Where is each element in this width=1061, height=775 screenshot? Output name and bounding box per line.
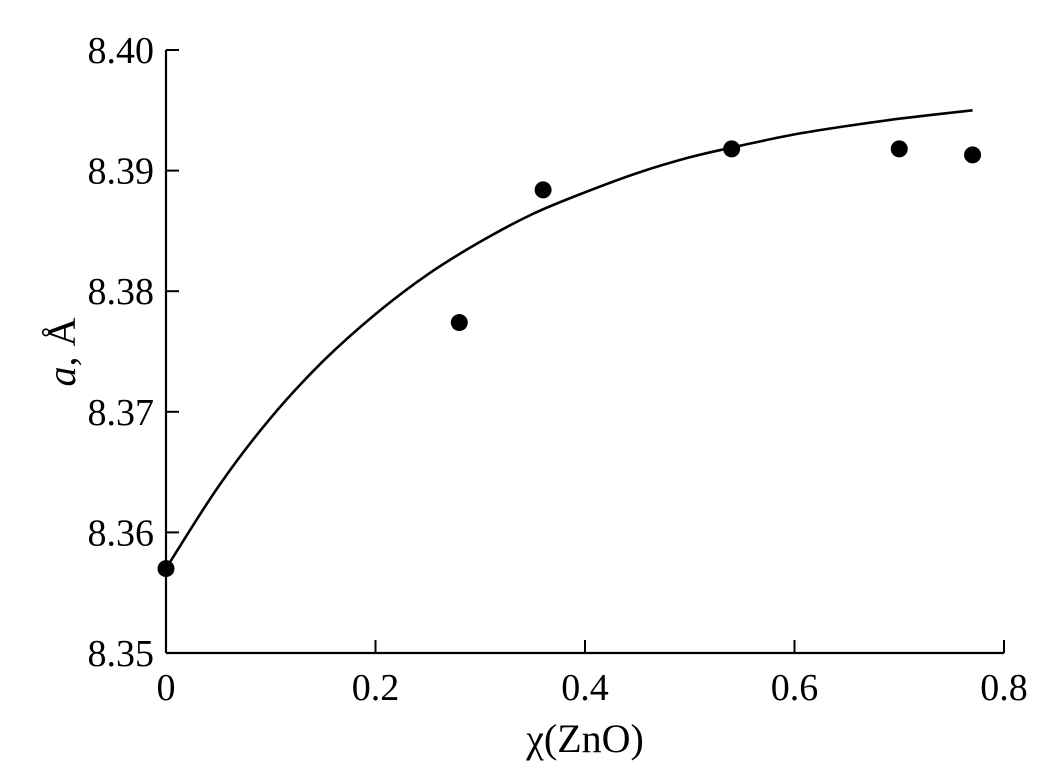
data-point <box>450 314 468 332</box>
y-axis-title: a, Å <box>39 317 84 386</box>
y-tick-label: 8.39 <box>88 151 155 193</box>
data-point <box>723 140 741 158</box>
fit-curve <box>164 109 973 570</box>
y-tick-label: 8.35 <box>88 633 155 675</box>
data-point <box>157 560 175 578</box>
data-points <box>157 140 982 578</box>
x-axis-title: χ(ZnO) <box>525 716 644 761</box>
y-tick-label: 8.37 <box>88 392 155 434</box>
data-point <box>890 140 908 158</box>
y-tick-label: 8.40 <box>88 30 155 72</box>
y-axis-title-symbol: a <box>39 366 84 386</box>
data-point <box>534 181 552 199</box>
data-point <box>964 146 982 164</box>
x-tick-label: 0.4 <box>561 667 609 709</box>
x-tick-label: 0.6 <box>771 667 819 709</box>
x-tick-label: 0.2 <box>352 667 400 709</box>
x-tick-label: 0.8 <box>980 667 1028 709</box>
axes <box>164 50 1004 655</box>
y-axis-title-unit: , Å <box>39 317 84 366</box>
y-tick-label: 8.36 <box>88 512 155 554</box>
y-tick-label: 8.38 <box>88 271 155 313</box>
ticks: 0 0.2 0.4 0.6 0.8 8.35 8.36 8.37 8.38 8.39 8.40 <box>88 30 1028 709</box>
x-tick-label: 0 <box>157 667 176 709</box>
